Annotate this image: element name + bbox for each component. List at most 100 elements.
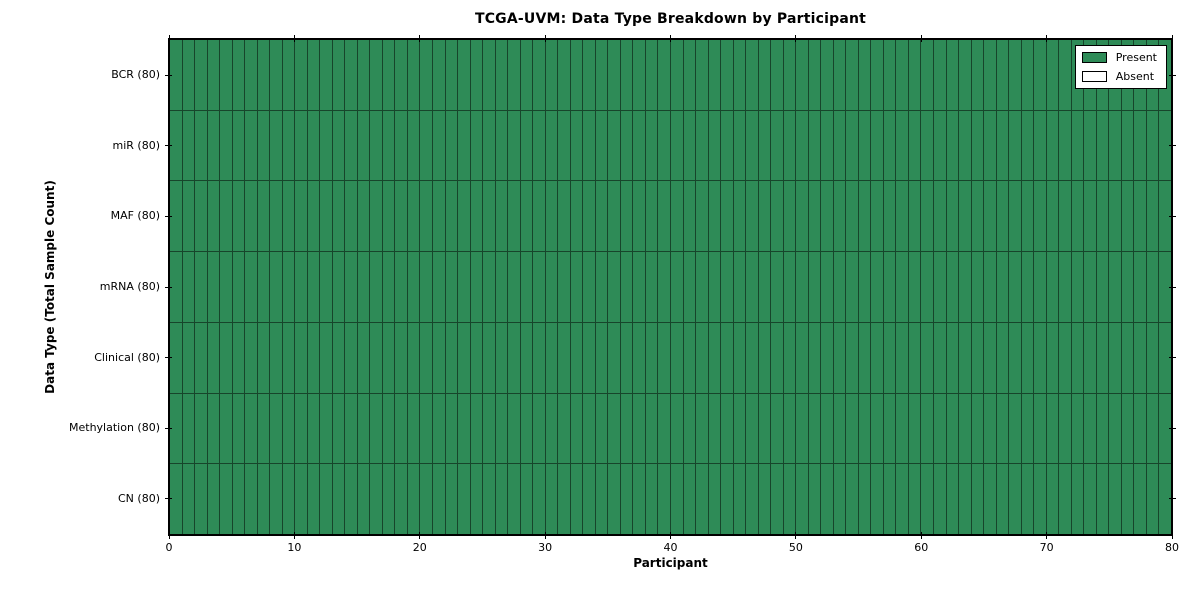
heatmap-cell bbox=[570, 110, 583, 181]
heatmap-cell bbox=[721, 464, 733, 534]
heatmap-cell bbox=[458, 110, 470, 181]
heatmap-cell bbox=[696, 393, 708, 464]
heatmap-cell bbox=[207, 181, 220, 252]
heatmap-cell bbox=[771, 181, 783, 252]
heatmap-cell bbox=[220, 181, 232, 252]
heatmap-cell bbox=[670, 464, 683, 534]
heatmap-cell bbox=[821, 252, 833, 322]
heatmap-cell bbox=[520, 110, 533, 181]
heatmap-cell bbox=[483, 40, 495, 110]
y-tick bbox=[1169, 145, 1176, 147]
heatmap-cell bbox=[733, 252, 746, 322]
x-tick bbox=[293, 532, 295, 539]
x-tick bbox=[1171, 532, 1173, 539]
heatmap-cell bbox=[1059, 252, 1071, 322]
heatmap-cell bbox=[858, 40, 871, 110]
heatmap-cell bbox=[934, 393, 946, 464]
heatmap-cell bbox=[1021, 40, 1034, 110]
heatmap-cell bbox=[257, 464, 270, 534]
heatmap-cell bbox=[721, 181, 733, 252]
heatmap-cell bbox=[620, 40, 633, 110]
present-swatch bbox=[1081, 52, 1107, 63]
heatmap-cell bbox=[1146, 110, 1159, 181]
heatmap-cell bbox=[370, 322, 382, 393]
heatmap-cell bbox=[282, 322, 295, 393]
heatmap-cell bbox=[1084, 252, 1096, 322]
heatmap-cell bbox=[583, 322, 595, 393]
x-tick bbox=[544, 532, 546, 539]
heatmap-cell bbox=[570, 464, 583, 534]
heatmap-cell bbox=[733, 40, 746, 110]
heatmap-cell bbox=[984, 110, 996, 181]
heatmap-cell bbox=[282, 181, 295, 252]
heatmap-cells bbox=[170, 40, 1171, 534]
heatmap-cell bbox=[458, 464, 470, 534]
heatmap-cell bbox=[608, 322, 620, 393]
heatmap-cell bbox=[658, 252, 670, 322]
heatmap-cell bbox=[270, 322, 282, 393]
heatmap-cell bbox=[508, 464, 520, 534]
heatmap-cell bbox=[495, 393, 508, 464]
heatmap-cell bbox=[1071, 464, 1084, 534]
heatmap-cell bbox=[658, 322, 670, 393]
y-tick bbox=[165, 427, 172, 429]
x-tick-label: 70 bbox=[1039, 541, 1054, 554]
heatmap-cell bbox=[207, 393, 220, 464]
heatmap-cell bbox=[858, 393, 871, 464]
heatmap-cell bbox=[921, 40, 934, 110]
heatmap-cell bbox=[758, 393, 771, 464]
heatmap-cell bbox=[282, 40, 295, 110]
y-tick-label: miR (80) bbox=[112, 138, 161, 152]
heatmap-cell bbox=[332, 464, 345, 534]
heatmap-cell bbox=[996, 252, 1009, 322]
heatmap-cell bbox=[1071, 393, 1084, 464]
heatmap-cell bbox=[483, 252, 495, 322]
y-tick-label: BCR (80) bbox=[111, 68, 160, 82]
heatmap-cell bbox=[1046, 40, 1059, 110]
heatmap-cell bbox=[382, 393, 395, 464]
heatmap-cell bbox=[1159, 181, 1171, 252]
heatmap-cell bbox=[746, 393, 758, 464]
heatmap-cell bbox=[645, 393, 658, 464]
heatmap-cell bbox=[1134, 464, 1146, 534]
heatmap-cell bbox=[833, 181, 846, 252]
heatmap-cell bbox=[771, 252, 783, 322]
heatmap-cell bbox=[620, 322, 633, 393]
heatmap-cell bbox=[670, 40, 683, 110]
heatmap-cell bbox=[508, 110, 520, 181]
heatmap-cell bbox=[445, 40, 458, 110]
heatmap-cell bbox=[520, 181, 533, 252]
x-tick bbox=[1046, 532, 1048, 539]
heatmap-cell bbox=[746, 464, 758, 534]
heatmap-cell bbox=[871, 40, 883, 110]
x-tick-label: 30 bbox=[538, 541, 553, 554]
heatmap-cell bbox=[971, 464, 984, 534]
heatmap-cell bbox=[483, 393, 495, 464]
heatmap-cell bbox=[721, 322, 733, 393]
heatmap-cell bbox=[1009, 110, 1021, 181]
heatmap-cell bbox=[633, 110, 645, 181]
heatmap-cell bbox=[307, 322, 320, 393]
heatmap-cell bbox=[658, 40, 670, 110]
heatmap-cell bbox=[257, 322, 270, 393]
heatmap-cell bbox=[1146, 181, 1159, 252]
heatmap-cell bbox=[533, 40, 545, 110]
heatmap-cell bbox=[871, 393, 883, 464]
heatmap-cell bbox=[821, 464, 833, 534]
heatmap-cell bbox=[771, 40, 783, 110]
heatmap-cell bbox=[1134, 252, 1146, 322]
heatmap-cell bbox=[182, 322, 195, 393]
heatmap-cell bbox=[708, 110, 721, 181]
heatmap-cell bbox=[1121, 322, 1134, 393]
heatmap-cell bbox=[833, 252, 846, 322]
heatmap-cell bbox=[595, 322, 608, 393]
plot-area bbox=[168, 38, 1173, 536]
heatmap-cell bbox=[746, 40, 758, 110]
heatmap-cell bbox=[683, 322, 696, 393]
heatmap-cell bbox=[570, 322, 583, 393]
legend-entry-present: Present bbox=[1081, 51, 1157, 64]
heatmap-cell bbox=[320, 464, 332, 534]
y-tick bbox=[165, 286, 172, 288]
x-tick bbox=[920, 35, 922, 42]
heatmap-cell bbox=[245, 40, 257, 110]
